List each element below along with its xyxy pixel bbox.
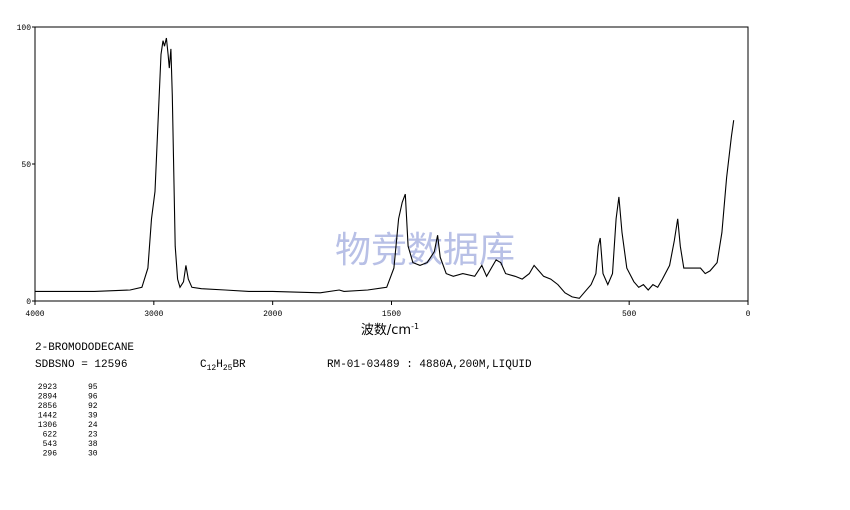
peak-intensity: 23: [88, 431, 98, 440]
y-tick-label: 100: [17, 24, 32, 33]
peak-intensity: 92: [88, 402, 98, 411]
peak-wavenumber: 1306: [38, 421, 57, 430]
peak-intensity: 39: [88, 412, 98, 421]
formula-sub: 12: [207, 364, 217, 373]
formula: C12H25BR: [200, 359, 246, 373]
peak-wavenumber: 296: [43, 450, 58, 459]
x-tick-label: 0: [746, 310, 751, 319]
x-tick-label: 2000: [263, 310, 282, 319]
x-axis-label: 波数/cm-1: [361, 322, 419, 338]
y-tick-label: 50: [21, 161, 31, 170]
x-label-main: 波数/cm: [361, 323, 411, 338]
spectrum-line: [35, 37, 735, 299]
peak-wavenumber: 1442: [38, 412, 57, 421]
peak-intensity: 30: [88, 450, 98, 459]
x-tick-label: 3000: [144, 310, 163, 319]
formula-part: C: [200, 359, 207, 371]
peak-wavenumber: 2923: [38, 383, 57, 392]
watermark: 物竞数据库: [335, 230, 515, 271]
peak-intensity: 95: [88, 383, 98, 392]
formula-part: BR: [232, 359, 246, 371]
measurement: RM-01-03489 : 4880A,200M,LIQUID: [327, 359, 532, 371]
peak-intensity: 24: [88, 421, 98, 430]
x-tick-label: 4000: [25, 310, 44, 319]
compound: 2-BROMODODECANE: [35, 342, 134, 354]
peak-wavenumber: 622: [43, 431, 58, 440]
x-label-sup: -1: [411, 322, 419, 331]
sdbs-no: SDBSNO = 12596: [35, 359, 127, 371]
y-tick-label: 0: [26, 298, 31, 307]
formula-part: H: [216, 359, 223, 371]
peak-wavenumber: 2856: [38, 402, 57, 411]
x-tick-label: 500: [622, 310, 637, 319]
formula-sub: 25: [223, 364, 233, 373]
peak-wavenumber: 2894: [38, 393, 57, 402]
x-tick-label: 1500: [382, 310, 401, 319]
peak-intensity: 38: [88, 440, 98, 449]
peak-intensity: 96: [88, 393, 98, 402]
peak-wavenumber: 543: [43, 440, 58, 449]
